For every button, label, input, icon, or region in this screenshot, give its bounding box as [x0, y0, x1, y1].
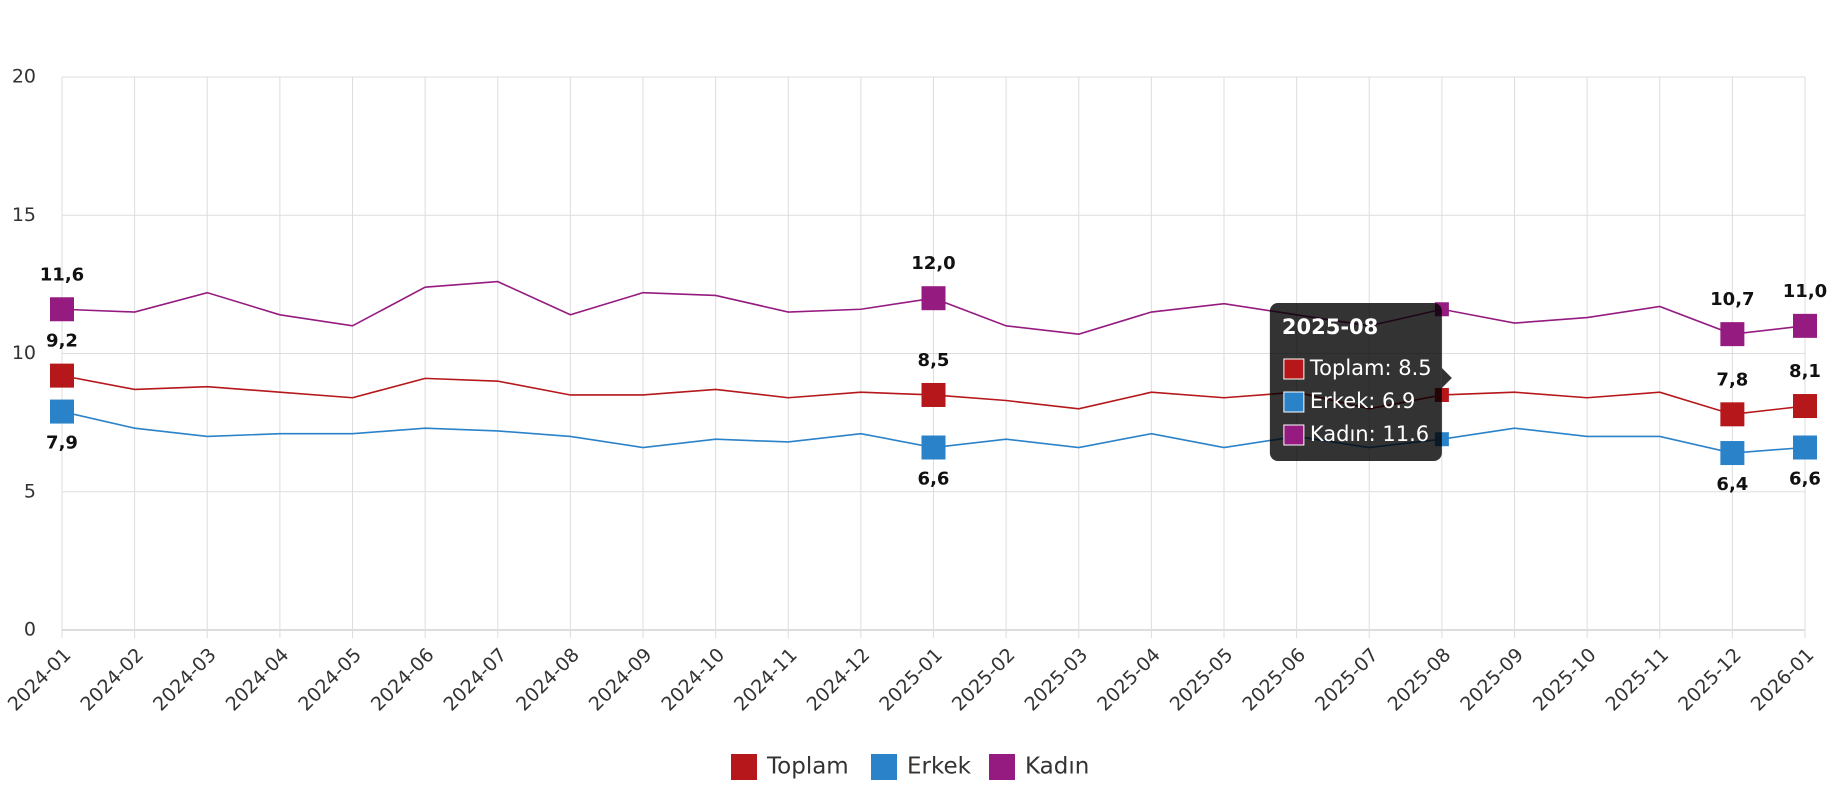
- x-tick-label: 2024-02: [76, 644, 148, 716]
- x-tick-label: 2024-10: [657, 644, 729, 716]
- tooltip-swatch: [1283, 391, 1305, 413]
- x-tick-label: 2024-12: [803, 644, 875, 716]
- marker: [50, 363, 74, 388]
- tooltip: 2025-08 Toplam: 8.5 Erkek: 6.9 Kadın: 11.6: [1269, 303, 1452, 461]
- x-tick-label: 2024-09: [585, 644, 657, 716]
- marker: [921, 286, 946, 311]
- x-tick-label: 2024-04: [222, 644, 294, 716]
- y-tick-label: 0: [24, 619, 36, 641]
- tooltip-swatch: [1283, 424, 1305, 446]
- value-label: 7,8: [1716, 369, 1748, 390]
- marker: [1720, 402, 1745, 427]
- x-tick-label: 2024-05: [294, 644, 366, 716]
- x-tick-label: 2024-03: [149, 644, 221, 716]
- value-label: 8,5: [918, 350, 950, 371]
- value-label: 10,7: [1710, 289, 1754, 310]
- legend-swatch: [871, 754, 897, 780]
- x-tick-label: 2025-11: [1601, 644, 1673, 716]
- marker: [1793, 435, 1817, 460]
- x-tick-label: 2025-01: [875, 644, 947, 716]
- x-tick-label: 2025-04: [1093, 644, 1165, 716]
- tooltip-item: Kadın: 11.6: [1310, 422, 1429, 446]
- marker: [50, 399, 74, 424]
- marker: [1720, 441, 1745, 466]
- marker: [1793, 394, 1817, 419]
- y-tick-label: 5: [24, 480, 36, 502]
- x-tick-label: 2024-06: [367, 644, 439, 716]
- y-tick-label: 10: [12, 342, 36, 364]
- tooltip-title: 2025-08: [1282, 315, 1378, 339]
- marker: [921, 382, 946, 407]
- legend-label: Erkek: [907, 754, 972, 780]
- x-tick-label: 2026-01: [1747, 644, 1819, 716]
- x-tick-label: 2025-02: [948, 644, 1020, 716]
- marker: [1793, 313, 1817, 338]
- value-label: 8,1: [1789, 361, 1821, 382]
- tooltip-swatch: [1283, 358, 1305, 380]
- y-tick-label: 15: [12, 204, 36, 226]
- x-tick-label: 2025-10: [1529, 644, 1601, 716]
- legend-label: Kadın: [1025, 754, 1089, 780]
- x-tick-label: 2025-09: [1456, 644, 1528, 716]
- marker: [921, 435, 946, 460]
- marker: [1720, 322, 1745, 347]
- legend-swatch: [989, 754, 1015, 780]
- tooltip-caret: [1441, 368, 1452, 388]
- tooltip-item: Erkek: 6.9: [1310, 389, 1416, 413]
- x-tick-label: 2025-06: [1238, 644, 1310, 716]
- value-label: 6,4: [1716, 474, 1748, 495]
- y-tick-label: 20: [12, 66, 36, 88]
- x-tick-label: 2024-11: [730, 644, 802, 716]
- x-tick-label: 2025-03: [1020, 644, 1092, 716]
- x-tick-label: 2025-07: [1311, 644, 1383, 716]
- marker: [50, 297, 74, 322]
- tooltip-item: Toplam: 8.5: [1309, 356, 1432, 380]
- value-label: 11,6: [40, 264, 84, 285]
- value-label: 11,0: [1783, 281, 1827, 302]
- x-tick-label: 2025-05: [1166, 644, 1238, 716]
- value-label: 6,6: [918, 469, 950, 490]
- x-tick-label: 2024-01: [4, 644, 76, 716]
- legend-swatch: [731, 754, 757, 780]
- x-tick-label: 2024-08: [512, 644, 584, 716]
- x-tick-label: 2024-07: [439, 644, 511, 716]
- value-label: 6,6: [1789, 469, 1821, 490]
- value-label: 9,2: [46, 331, 78, 352]
- tooltip-box: [1269, 303, 1442, 461]
- x-tick-label: 2025-12: [1674, 644, 1746, 716]
- value-label: 12,0: [911, 253, 955, 274]
- legend-label: Toplam: [766, 754, 849, 780]
- value-label: 7,9: [46, 433, 78, 454]
- x-tick-label: 2025-08: [1384, 644, 1456, 716]
